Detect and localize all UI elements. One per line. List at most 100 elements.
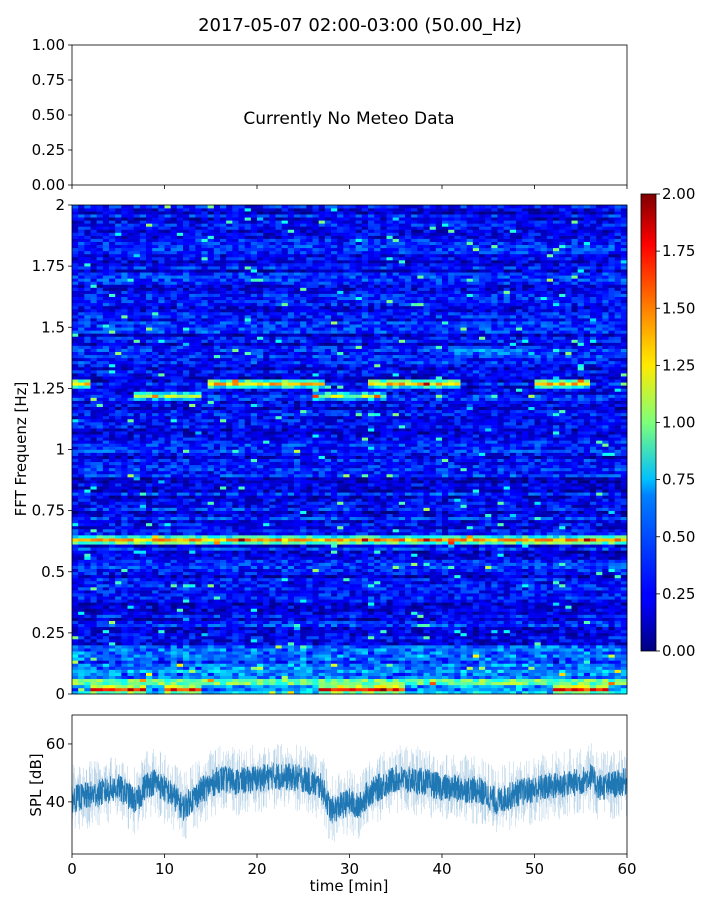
spectrogram-cell — [405, 687, 412, 692]
spectrogram-cell — [324, 568, 332, 573]
spectrogram-cell — [201, 528, 208, 533]
spectrogram-cell — [269, 525, 276, 530]
spectrogram-cell — [127, 525, 134, 530]
spectrogram-cell — [528, 535, 535, 539]
spectrogram-cell — [435, 629, 443, 634]
spectrogram-cell — [442, 602, 449, 606]
spectrogram-cell — [442, 638, 449, 643]
spectrogram-cell — [294, 620, 301, 625]
spectrogram-cell — [127, 642, 134, 646]
spectrogram-cell — [509, 666, 517, 670]
spectrogram-cell — [596, 587, 603, 591]
spectrogram-cell — [176, 599, 184, 603]
spectrogram-cell — [294, 565, 301, 569]
spectrogram-cell — [269, 583, 276, 588]
spectrogram-cell — [571, 632, 578, 637]
spectrogram-cell — [244, 525, 252, 530]
spectrogram-cell — [213, 684, 221, 689]
spectrogram-cell — [596, 632, 603, 637]
spectrogram-cell — [620, 583, 628, 588]
spectrogram-cell — [207, 657, 215, 661]
spectrogram-cell — [84, 654, 91, 658]
spectrogram-cell — [602, 617, 609, 621]
spectrogram-cell — [109, 602, 116, 606]
spectrogram-cell — [78, 553, 85, 557]
spectrogram-cell — [398, 583, 406, 588]
spectrogram-cell — [361, 642, 369, 646]
spectrogram-cell — [84, 556, 91, 560]
spectrogram-cell — [620, 626, 628, 631]
spectrogram-cell — [466, 571, 474, 576]
spectrogram-cell — [602, 681, 609, 686]
spectrogram-cell — [565, 571, 572, 576]
spectrogram-cell — [158, 678, 165, 683]
spectrogram-cell — [540, 666, 548, 670]
spectrogram-cell — [472, 568, 480, 573]
spectrogram-cell — [318, 547, 326, 551]
spectrogram-cell — [392, 574, 400, 579]
spectrogram-cell — [201, 642, 208, 646]
spectrogram-cell — [72, 660, 79, 664]
spectrogram-cell — [306, 648, 313, 652]
spectrogram-cell — [559, 690, 566, 695]
spectrogram-cell — [398, 565, 406, 569]
spectrogram-cell — [423, 580, 430, 585]
spectrogram-cell — [503, 571, 511, 576]
spectrogram-cell — [300, 684, 307, 689]
spectrogram-cell — [84, 672, 91, 676]
spectrogram-cell — [164, 617, 171, 621]
spectrogram-cell — [244, 532, 252, 536]
spectrogram-cell — [263, 657, 270, 661]
spectrogram-cell — [72, 568, 79, 573]
spectrogram-cell — [121, 660, 128, 664]
spectrogram-cell — [102, 571, 110, 576]
spectrogram-cell — [257, 666, 264, 670]
spectrogram-cell — [331, 672, 338, 676]
spectrogram-cell — [596, 547, 603, 551]
spectrogram-cell — [232, 550, 239, 554]
spectrogram-cell — [84, 532, 91, 536]
spectrogram-cell — [287, 559, 295, 563]
spectrogram-cell — [263, 593, 270, 597]
spectrogram-cell — [491, 550, 498, 554]
spectrogram-cell — [509, 587, 517, 591]
spectrogram-cell — [540, 608, 548, 612]
spectrogram-cell — [127, 669, 134, 673]
spectrogram-cell — [349, 669, 356, 673]
spectrogram-cell — [195, 556, 202, 560]
spectrogram-cell — [226, 629, 233, 634]
spectrogram-cell — [275, 651, 282, 655]
spectrogram-cell — [423, 602, 430, 606]
spectrogram-cell — [257, 532, 264, 536]
spectrogram-cell — [355, 525, 363, 530]
spectrogram-cell — [417, 577, 424, 582]
spectrogram-cell — [121, 608, 128, 612]
spectrogram-cell — [318, 599, 326, 603]
spectrogram-cell — [392, 583, 400, 588]
spectrogram-cell — [405, 638, 412, 643]
spectrogram-cell — [368, 638, 375, 643]
spectrogram-cell — [244, 681, 252, 686]
spectrogram-cell — [590, 562, 597, 566]
spectrogram-cell — [417, 629, 424, 634]
spectrogram-cell — [491, 562, 498, 566]
spectrogram-cell — [522, 577, 529, 582]
spectrogram-cell — [614, 565, 622, 569]
spectrogram-cell — [121, 681, 128, 686]
spectrogram-cell — [300, 648, 307, 652]
spectrogram-cell — [479, 660, 486, 664]
spectrogram-cell — [571, 532, 578, 536]
spectrogram-cell — [287, 544, 295, 548]
spectrogram-cell — [429, 654, 437, 658]
spectrogram-cell — [300, 535, 307, 539]
spectrogram-cell — [146, 648, 153, 652]
spectrogram-cell — [608, 690, 615, 695]
spectrogram-cell — [127, 547, 134, 551]
spectrogram-cell — [109, 547, 116, 551]
spectrogram-cell — [374, 651, 381, 655]
spectrogram-cell — [503, 547, 511, 551]
spectrogram-cell — [417, 690, 424, 695]
spectrogram-cell — [78, 614, 85, 618]
spectrogram-cell — [448, 672, 455, 676]
spectrogram-cell — [602, 562, 609, 566]
